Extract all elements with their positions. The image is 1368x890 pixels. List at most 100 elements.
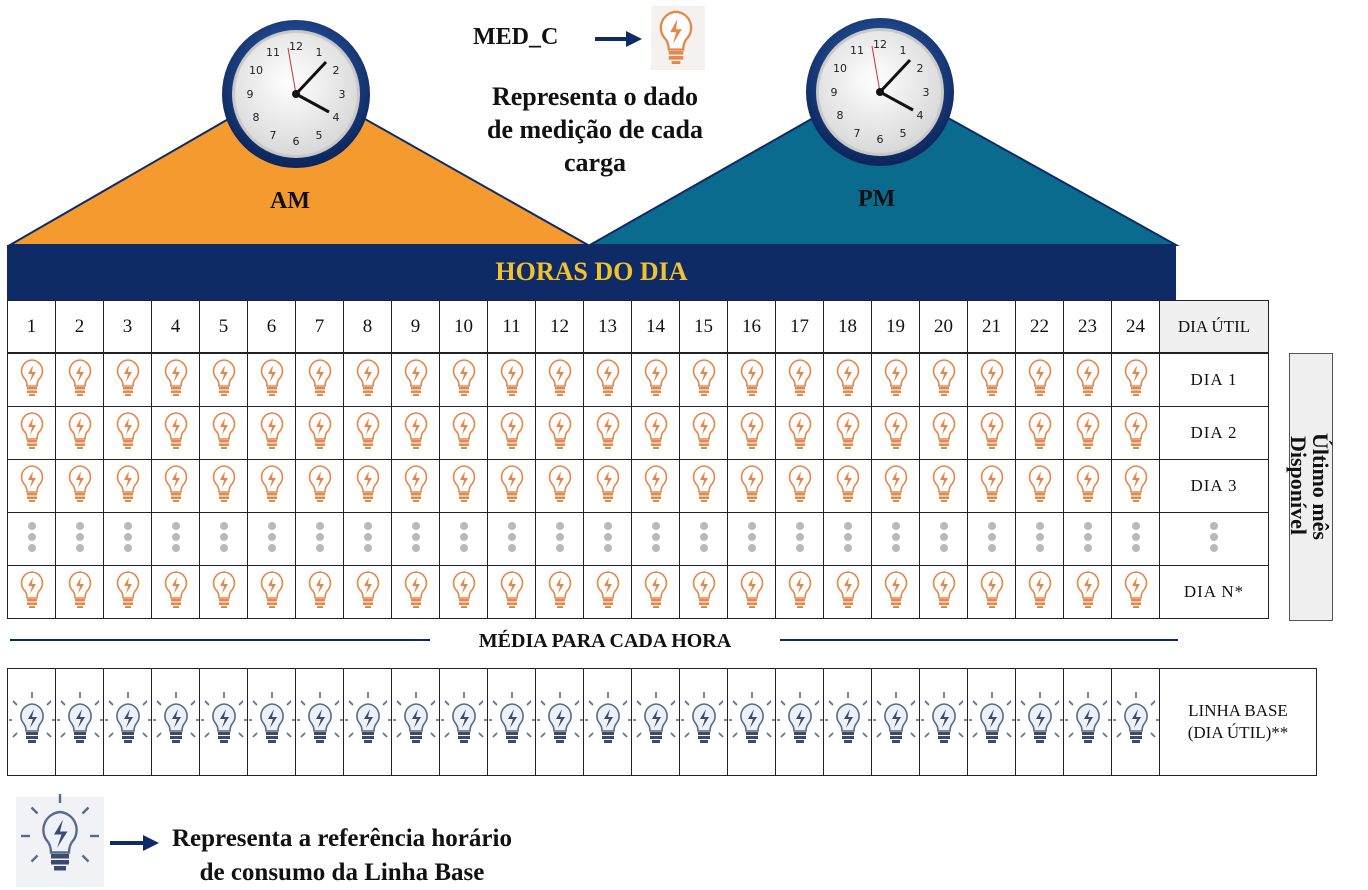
measurement-cell [967, 512, 1016, 566]
measurement-cell [871, 565, 920, 619]
measurement-cell [343, 459, 392, 513]
measurement-bulb-icon [932, 358, 955, 397]
measurement-cell [151, 353, 200, 407]
baseline-cell [4, 668, 59, 776]
measurement-cell [919, 565, 968, 619]
measurement-bulb-icon [116, 411, 139, 450]
measurement-cell [823, 459, 872, 513]
hour-cell: 9 [391, 300, 440, 353]
measurement-cell [295, 565, 344, 619]
measurement-cell [55, 459, 104, 513]
measurement-cell [1063, 353, 1112, 407]
measurement-cell [631, 512, 680, 566]
measurement-bulb-icon [692, 570, 715, 609]
measurement-cell [535, 353, 584, 407]
measurement-cell [871, 406, 920, 460]
measurement-bulb-icon [308, 464, 331, 503]
hour-cell: 13 [583, 300, 632, 353]
measurement-bulb-icon [164, 570, 187, 609]
measurement-bulb-icon [836, 464, 859, 503]
measurement-cell [439, 512, 488, 566]
hour-cell: 23 [1063, 300, 1112, 353]
measurement-bulb-icon [356, 570, 379, 609]
measurement-bulb-icon [356, 411, 379, 450]
measurement-bulb-icon [1124, 411, 1147, 450]
hour-cell: 20 [919, 300, 968, 353]
measurement-cell [1111, 565, 1160, 619]
vertical-ellipsis-icon [651, 519, 660, 555]
baseline-bulb-icon [868, 690, 923, 744]
vertical-ellipsis-icon [459, 519, 468, 555]
baseline-legend-line: Representa a referência horário [172, 825, 512, 852]
hour-cell: 7 [295, 300, 344, 353]
measurement-cell [199, 353, 248, 407]
measurement-bulb-icon [740, 411, 763, 450]
measurement-bulb-icon [596, 570, 619, 609]
measurement-cell [391, 459, 440, 513]
arrow-right-icon [110, 835, 159, 851]
measurement-bulb-icon [692, 358, 715, 397]
measurement-cell [727, 406, 776, 460]
measurement-bulb-icon [596, 411, 619, 450]
measurement-bulb-icon [836, 358, 859, 397]
vertical-ellipsis-icon [747, 519, 756, 555]
measurement-bulb-icon [1076, 570, 1099, 609]
measurement-bulb-icon [980, 464, 1003, 503]
measurement-bulb-icon [308, 570, 331, 609]
baseline-bulb-icon [772, 690, 827, 744]
measurement-bulb-icon [452, 464, 475, 503]
day-row: DIA 1 [7, 353, 1269, 407]
day-label [1159, 512, 1269, 566]
measurement-cell [823, 565, 872, 619]
measurement-bulb-icon [932, 411, 955, 450]
vertical-ellipsis-icon [843, 519, 852, 555]
measurement-cell [679, 565, 728, 619]
measurement-cell [151, 459, 200, 513]
measurement-bulb-icon [1028, 570, 1051, 609]
baseline-cell [628, 668, 683, 776]
side-label-line: Último mês [1308, 432, 1333, 540]
hour-cell: 1 [7, 300, 56, 353]
measurement-bulb-icon [932, 570, 955, 609]
ellipsis-row [7, 512, 1269, 566]
measurement-bulb-icon [20, 411, 43, 450]
measurement-cell [1063, 512, 1112, 566]
measurement-bulb-icon [500, 358, 523, 397]
measurement-cell [823, 512, 872, 566]
baseline-bulb-icon [964, 690, 1019, 744]
measurement-cell [343, 512, 392, 566]
baseline-cell [916, 668, 971, 776]
measurement-cell [295, 353, 344, 407]
divider-right [780, 639, 1178, 641]
media-label: MÉDIA PARA CADA HORA [478, 630, 732, 652]
measurement-cell [775, 565, 824, 619]
measurement-cell [247, 512, 296, 566]
baseline-bulb-icon [532, 690, 587, 744]
measurement-cell [583, 459, 632, 513]
measurement-bulb-icon [500, 411, 523, 450]
measurement-cell [727, 565, 776, 619]
side-panel [1289, 353, 1333, 621]
measurement-cell [199, 565, 248, 619]
measurement-cell [7, 459, 56, 513]
measurement-cell [775, 406, 824, 460]
measurement-bulb-icon [548, 464, 571, 503]
med-description-line: de medição de cada [487, 115, 703, 144]
measurement-cell [1063, 406, 1112, 460]
measurement-cell [1015, 406, 1064, 460]
side-label: Último mês Disponível [1286, 353, 1333, 619]
day-row: DIA 3 [7, 459, 1269, 513]
measurement-cell [487, 459, 536, 513]
measurement-cell [391, 353, 440, 407]
measurement-bulb-icon [260, 464, 283, 503]
measurement-bulb-icon [1076, 358, 1099, 397]
measurement-cell [55, 406, 104, 460]
measurement-bulb-icon [1124, 464, 1147, 503]
baseline-bulb-icon [916, 690, 971, 744]
measurement-cell [439, 406, 488, 460]
hour-cell: 18 [823, 300, 872, 353]
measurement-cell [535, 565, 584, 619]
measurement-cell [583, 512, 632, 566]
measurement-bulb-icon [1076, 411, 1099, 450]
